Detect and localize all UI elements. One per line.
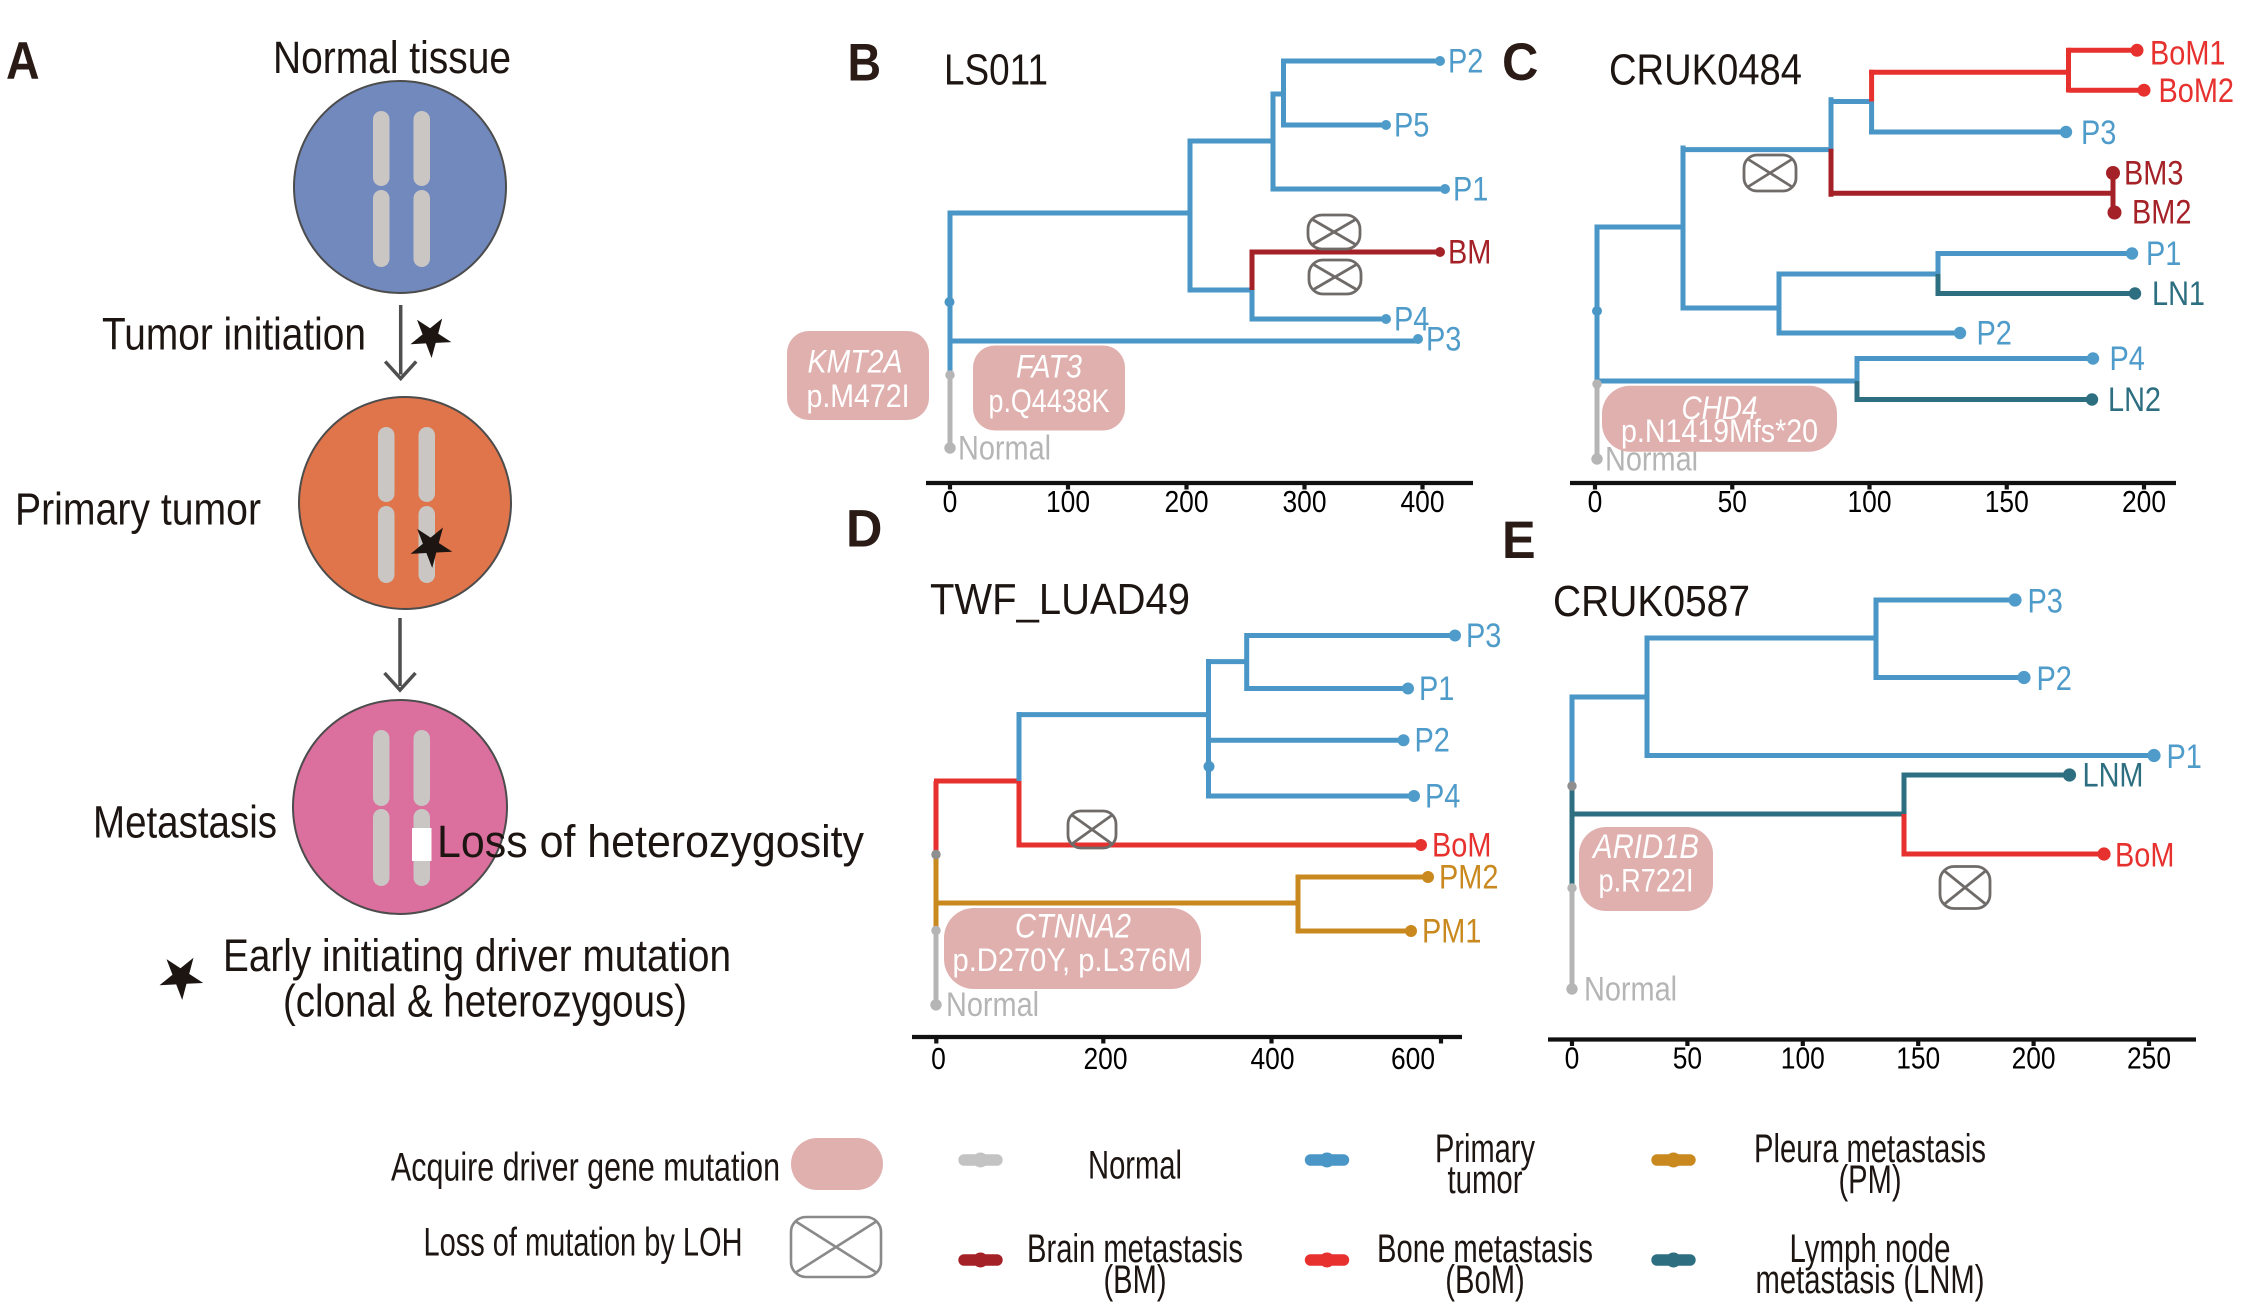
svg-text:A: A: [6, 32, 40, 91]
svg-text:P1: P1: [1453, 171, 1488, 209]
svg-text:Normal: Normal: [946, 986, 1039, 1024]
svg-text:600: 600: [1391, 1041, 1435, 1076]
svg-text:50: 50: [1673, 1041, 1702, 1076]
svg-text:0: 0: [943, 484, 958, 519]
svg-text:Bone metastasis: Bone metastasis: [1377, 1227, 1593, 1271]
svg-text:P4: P4: [1425, 778, 1460, 816]
svg-text:FAT3: FAT3: [1016, 349, 1082, 385]
svg-text:B: B: [848, 33, 882, 92]
svg-text:200: 200: [2122, 484, 2166, 519]
svg-text:P2: P2: [1977, 315, 2012, 353]
svg-text:Loss of heterozygosity: Loss of heterozygosity: [437, 816, 864, 867]
svg-text:D: D: [846, 500, 882, 559]
svg-text:P1: P1: [2167, 738, 2202, 776]
svg-text:ARID1B: ARID1B: [1591, 828, 1699, 866]
svg-text:Primary: Primary: [1435, 1127, 1535, 1171]
svg-text:P5: P5: [1394, 107, 1429, 145]
svg-text:p.M472I: p.M472I: [807, 378, 910, 414]
svg-text:CHD4: CHD4: [1682, 390, 1758, 426]
svg-text:Normal: Normal: [1584, 971, 1677, 1009]
svg-text:P3: P3: [1466, 617, 1501, 655]
svg-text:Lymph node: Lymph node: [1790, 1227, 1951, 1271]
svg-text:BoM: BoM: [2115, 836, 2174, 874]
svg-text:Normal: Normal: [958, 430, 1051, 468]
svg-text:Normal tissue: Normal tissue: [273, 32, 511, 83]
svg-text:LNM: LNM: [2083, 756, 2144, 794]
svg-text:P4: P4: [1394, 301, 1429, 339]
svg-text:400: 400: [1401, 484, 1445, 519]
svg-text:KMT2A: KMT2A: [808, 343, 903, 379]
svg-text:CRUK0484: CRUK0484: [1609, 46, 1802, 95]
svg-text:TWF_LUAD49: TWF_LUAD49: [930, 575, 1190, 624]
svg-text:p.R722I: p.R722I: [1599, 863, 1694, 899]
svg-text:100: 100: [1046, 484, 1090, 519]
svg-text:C: C: [1502, 33, 1538, 92]
svg-text:0: 0: [1565, 1041, 1580, 1076]
svg-text:BM2: BM2: [2132, 194, 2191, 232]
svg-text:P2: P2: [2037, 660, 2072, 698]
svg-text:Normal: Normal: [1088, 1144, 1182, 1188]
svg-text:p.D270Y, p.L376M: p.D270Y, p.L376M: [953, 942, 1192, 978]
svg-text:P1: P1: [2146, 235, 2181, 273]
svg-text:p.Q4438K: p.Q4438K: [989, 383, 1110, 419]
svg-text:LS011: LS011: [944, 46, 1048, 95]
svg-text:P3: P3: [1426, 321, 1461, 359]
svg-text:250: 250: [2127, 1041, 2171, 1076]
svg-text:200: 200: [2012, 1041, 2056, 1076]
svg-text:CRUK0587: CRUK0587: [1553, 577, 1750, 626]
svg-text:Metastasis: Metastasis: [93, 797, 277, 848]
svg-text:BoM2: BoM2: [2159, 72, 2235, 110]
svg-text:P4: P4: [2110, 340, 2145, 378]
svg-text:BM3: BM3: [2124, 154, 2183, 192]
svg-text:100: 100: [1781, 1041, 1825, 1076]
svg-text:200: 200: [1165, 484, 1209, 519]
svg-text:150: 150: [1896, 1041, 1940, 1076]
svg-text:(clonal & heterozygous): (clonal & heterozygous): [283, 976, 687, 1027]
svg-text:LN2: LN2: [2108, 381, 2161, 419]
svg-text:(BoM): (BoM): [1445, 1258, 1525, 1302]
svg-text:400: 400: [1251, 1041, 1295, 1076]
svg-text:Acquire driver gene mutation: Acquire driver gene mutation: [391, 1146, 780, 1190]
svg-text:200: 200: [1084, 1041, 1128, 1076]
svg-text:P3: P3: [2028, 582, 2063, 620]
svg-text:Loss of mutation by LOH: Loss of mutation by LOH: [424, 1221, 743, 1265]
svg-text:P2: P2: [1448, 43, 1483, 81]
svg-text:300: 300: [1283, 484, 1327, 519]
svg-text:Early initiating driver mutati: Early initiating driver mutation: [223, 930, 731, 981]
svg-text:LN1: LN1: [2152, 275, 2205, 313]
svg-text:PM1: PM1: [1422, 913, 1481, 951]
svg-text:BoM1: BoM1: [2150, 34, 2226, 72]
svg-text:Pleura metastasis: Pleura metastasis: [1754, 1127, 1986, 1171]
svg-text:P1: P1: [1419, 670, 1454, 708]
svg-text:BoM: BoM: [1432, 827, 1491, 865]
svg-text:0: 0: [931, 1041, 946, 1076]
svg-text:Primary tumor: Primary tumor: [15, 484, 261, 535]
svg-text:100: 100: [1848, 484, 1892, 519]
svg-text:(PM): (PM): [1839, 1158, 1902, 1202]
svg-text:P2: P2: [1415, 722, 1450, 760]
svg-text:P3: P3: [2081, 114, 2116, 152]
svg-text:0: 0: [1588, 484, 1603, 519]
svg-text:Brain metastasis: Brain metastasis: [1027, 1227, 1243, 1271]
svg-text:Tumor initiation: Tumor initiation: [102, 309, 366, 360]
svg-text:E: E: [1502, 511, 1536, 570]
svg-text:metastasis (LNM): metastasis (LNM): [1756, 1258, 1985, 1302]
svg-text:CTNNA2: CTNNA2: [1015, 908, 1131, 946]
svg-text:PM2: PM2: [1439, 859, 1498, 897]
svg-text:tumor: tumor: [1448, 1158, 1523, 1202]
svg-text:p.N1419Mfs*20: p.N1419Mfs*20: [1621, 413, 1818, 449]
svg-text:150: 150: [1985, 484, 2029, 519]
svg-text:BM: BM: [1448, 234, 1491, 272]
svg-text:(BM): (BM): [1104, 1258, 1167, 1302]
svg-text:50: 50: [1718, 484, 1747, 519]
